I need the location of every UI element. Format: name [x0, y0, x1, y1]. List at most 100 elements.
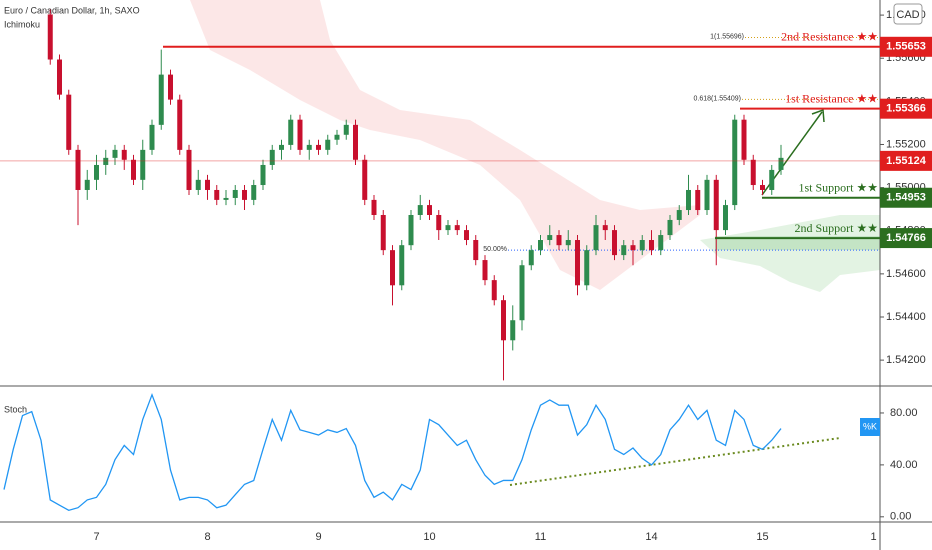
candle-body	[750, 159, 756, 186]
candle-body	[140, 149, 146, 180]
candle-body	[158, 74, 164, 125]
candle-body	[399, 245, 405, 286]
candle-body	[501, 300, 506, 341]
currency-box	[893, 3, 923, 25]
candle-body	[371, 199, 377, 215]
candle-body	[417, 205, 423, 215]
candle-body	[94, 164, 99, 180]
bullish-cloud	[700, 215, 880, 292]
candle-body	[454, 225, 460, 231]
level-name: 2nd Support ★★	[794, 221, 878, 235]
price-box	[880, 98, 932, 119]
x-tick-label: 14	[645, 531, 657, 543]
candle-body	[343, 124, 349, 135]
candle-body	[575, 240, 580, 286]
candle-body	[584, 250, 590, 286]
y-tick-label: 80.00	[890, 407, 918, 419]
x-tick-label: 8	[204, 531, 210, 543]
y-tick-label: 1.55200	[886, 138, 926, 150]
candle-body	[75, 149, 81, 190]
x-tick-label: 9	[315, 531, 321, 543]
candle-body	[445, 225, 451, 231]
y-tick-label: 0.00	[890, 511, 911, 523]
price-label: 1.55653	[886, 41, 926, 53]
level-name: 1st Resistance ★★	[785, 91, 878, 105]
candle-body	[436, 214, 442, 231]
candle-body	[769, 169, 775, 190]
candle-body	[288, 119, 294, 145]
candle-body	[297, 119, 303, 150]
stoch-title: Stoch	[4, 404, 27, 414]
indicator-name: Ichimoku	[4, 19, 40, 29]
stoch-line	[3, 392, 782, 512]
price-label: 1.54953	[886, 192, 926, 204]
candle-body	[686, 189, 691, 211]
candle-body	[649, 240, 654, 251]
x-tick-label: 11	[535, 531, 546, 543]
price-label: 1.55366	[886, 103, 926, 115]
candle-body	[121, 149, 127, 160]
candle-body	[565, 240, 571, 246]
overlays: CAD %K 2nd Resistance ★★ 1.55653 1st Resist…	[163, 3, 932, 436]
candle-body	[723, 205, 728, 231]
bearish-cloud	[190, 0, 700, 290]
stoch-trendline	[509, 437, 841, 486]
fib-label: 50.00%	[483, 246, 507, 253]
level-name: 2nd Resistance ★★	[781, 30, 878, 44]
candle-body	[214, 189, 220, 200]
candle-body	[538, 240, 543, 251]
candle-body	[205, 179, 210, 190]
candle-body	[279, 144, 284, 150]
candle-body	[325, 139, 331, 150]
y-tick-label: 1.54400	[886, 311, 926, 323]
level-name: 1st Support ★★	[798, 180, 878, 194]
candle-body	[232, 189, 238, 198]
candle-body	[149, 124, 155, 150]
x-tick-label: 7	[93, 531, 99, 543]
price-box	[880, 228, 932, 249]
candle-body	[778, 157, 784, 170]
candle-body	[242, 189, 247, 200]
candle-body	[491, 280, 497, 301]
candle-body	[639, 240, 645, 251]
candle-body	[704, 179, 710, 211]
candle-body	[519, 265, 525, 321]
x-tick-label: 15	[756, 531, 768, 543]
candle-body	[168, 74, 173, 100]
candle-body	[556, 235, 562, 246]
y-tick-label: 40.00	[890, 459, 918, 471]
candle-body	[547, 235, 553, 241]
x-tick-label: 10	[423, 531, 435, 543]
candle-body	[223, 197, 229, 200]
candle-body	[316, 144, 321, 150]
candle-body	[427, 205, 432, 215]
candle-body	[741, 119, 747, 160]
support-zone	[715, 236, 880, 250]
candle-body	[658, 235, 664, 251]
y-tick-label: 1.54200	[886, 354, 926, 366]
candle-body	[269, 149, 275, 165]
candle-body	[464, 230, 469, 241]
candle-body	[667, 219, 673, 236]
legend-label: %K	[863, 421, 877, 431]
candle-body	[676, 210, 682, 220]
candle-body	[760, 185, 765, 190]
legend-box	[860, 418, 880, 436]
symbol-title: Euro / Canadian Dollar, 1h, SAXO	[4, 5, 140, 15]
candle-body	[390, 250, 395, 286]
candle-body	[630, 245, 636, 251]
candle-body	[84, 179, 90, 190]
candle-body	[57, 59, 62, 95]
candle-body	[593, 225, 599, 251]
candle-body	[306, 144, 312, 150]
candle-body	[66, 94, 72, 150]
x-tick-label: 1	[870, 531, 876, 543]
currency-label: CAD	[896, 9, 919, 21]
candle-body	[47, 14, 53, 60]
candle-body	[195, 179, 201, 190]
candle-body	[732, 119, 738, 206]
candle-body	[713, 179, 719, 231]
candle-body	[528, 250, 534, 266]
fib-label: 1(1.55696)	[710, 33, 744, 40]
